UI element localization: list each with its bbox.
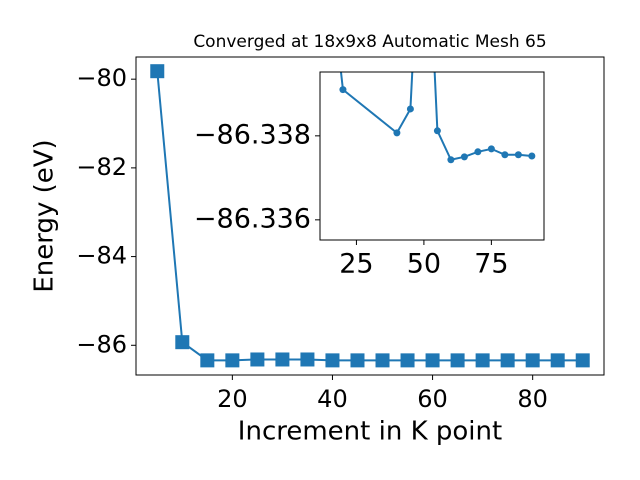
data-point	[433, 127, 441, 135]
data-point	[375, 353, 390, 368]
x-tick-label: 80	[517, 385, 548, 413]
data-point	[514, 151, 522, 159]
data-point	[475, 353, 490, 368]
data-point	[339, 86, 347, 94]
data-point	[350, 353, 365, 368]
data-point	[460, 153, 468, 161]
x-tick-label: 50	[407, 249, 441, 280]
chart-title: Converged at 18x9x8 Automatic Mesh 65	[193, 32, 546, 52]
data-point	[393, 129, 401, 137]
y-tick-label: −86.336	[194, 203, 311, 234]
data-point	[474, 148, 482, 156]
data-point	[528, 152, 536, 160]
data-point	[300, 352, 315, 367]
x-tick-label: 75	[474, 249, 508, 280]
data-point	[406, 105, 414, 113]
plot-content	[150, 64, 590, 368]
y-axis-label: Energy (eV)	[30, 139, 60, 292]
data-point	[225, 353, 240, 368]
x-tick-label: 40	[317, 385, 348, 413]
y-tick-label: −80	[76, 64, 127, 92]
data-point	[487, 145, 495, 153]
y-tick-label: −86.338	[194, 119, 311, 150]
axes-frame	[135, 56, 605, 376]
x-axis-label: Increment in K point	[238, 417, 502, 447]
x-tick-label: 20	[217, 385, 248, 413]
y-tick-label: −86	[76, 330, 127, 358]
data-point	[575, 353, 590, 368]
data-point	[250, 352, 265, 367]
x-tick-label: 25	[339, 249, 373, 280]
data-point	[200, 353, 215, 368]
data-point	[447, 156, 455, 164]
y-tick-label: −82	[76, 153, 127, 181]
x-tick-label: 60	[417, 385, 448, 413]
data-point	[525, 353, 540, 368]
data-point	[325, 353, 340, 368]
data-point	[275, 352, 290, 367]
data-point	[150, 64, 165, 79]
data-point	[550, 353, 565, 368]
axes-frame	[319, 71, 545, 241]
plot-content	[339, 72, 536, 164]
data-point	[500, 353, 515, 368]
data-point	[175, 335, 190, 350]
data-point	[400, 353, 415, 368]
y-tick-label: −84	[76, 242, 127, 270]
data-point	[501, 151, 509, 159]
data-point	[425, 353, 440, 368]
data-point	[450, 353, 465, 368]
